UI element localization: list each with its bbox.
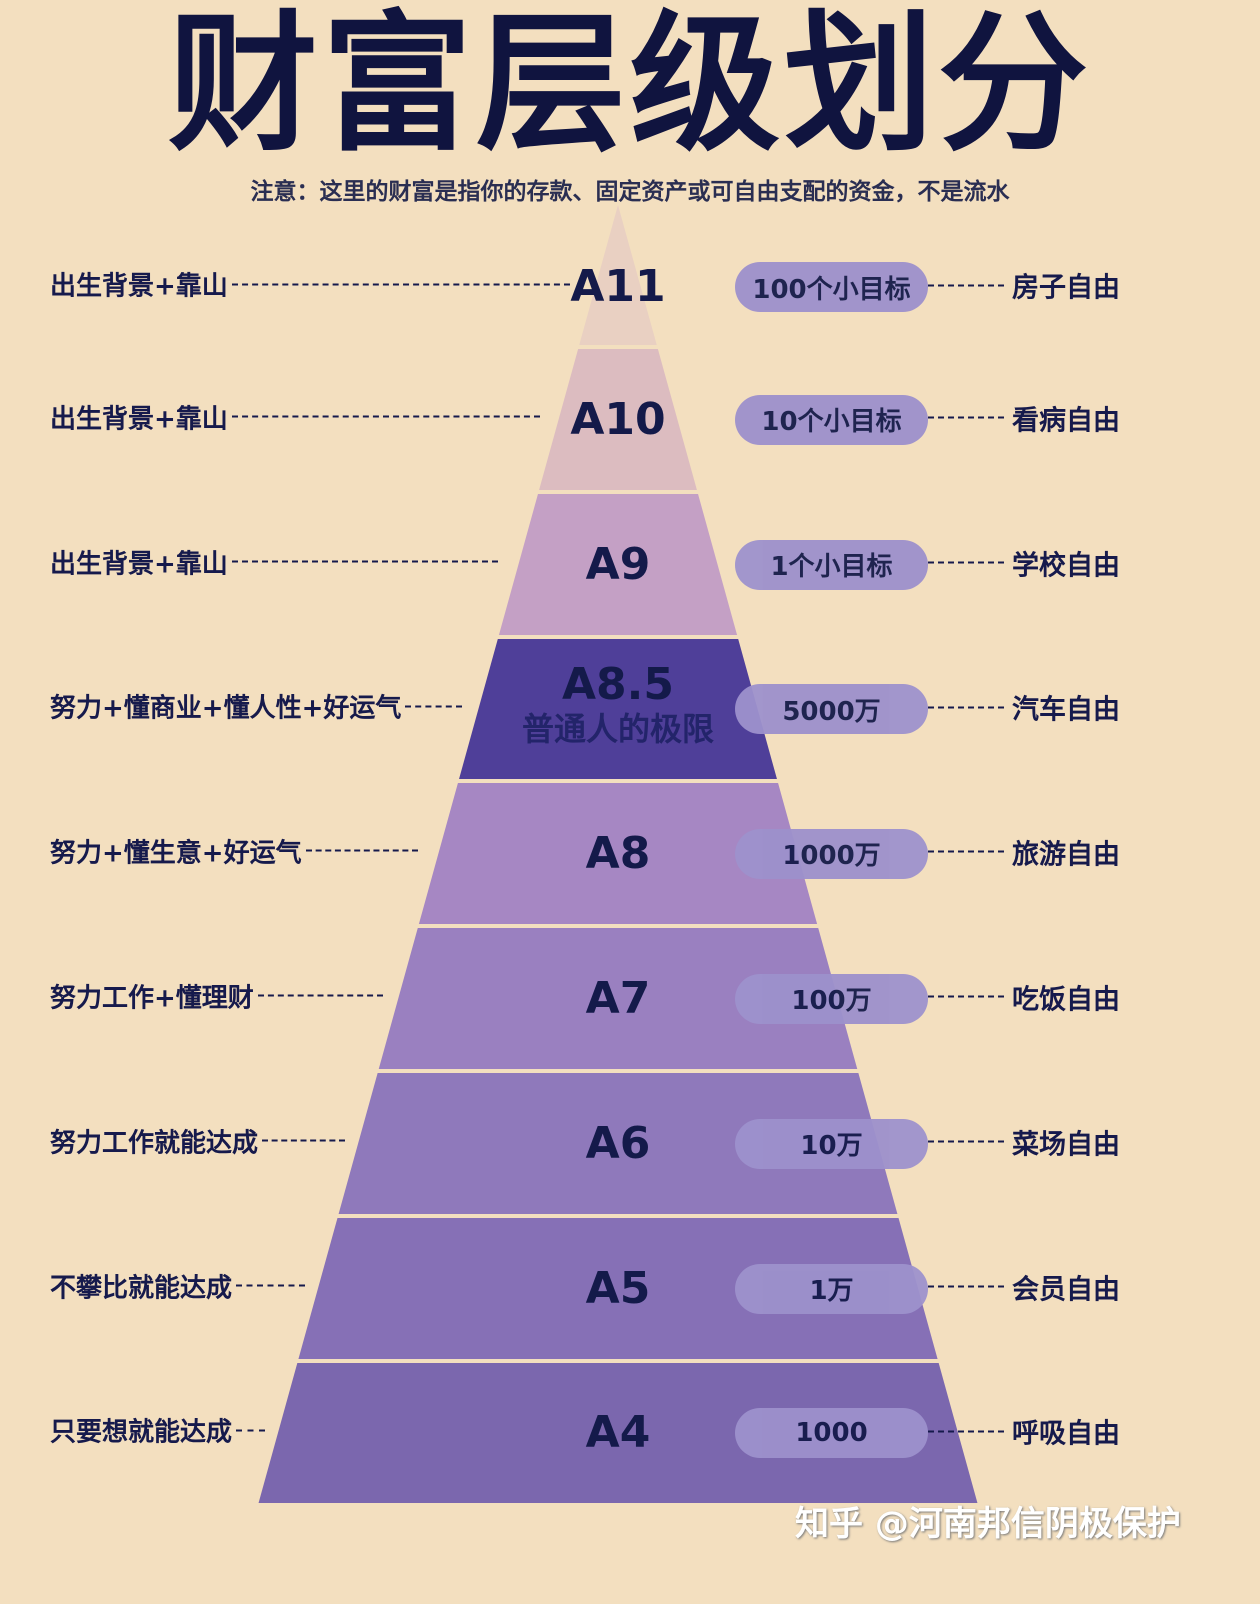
requirement-text: 努力工作+懂理财 <box>50 983 254 1013</box>
dashed-connector <box>928 850 1004 853</box>
freedom-text: 房子自由 <box>1012 272 1120 304</box>
dashed-connector <box>236 1284 305 1287</box>
pyramid-band-A4 <box>258 1363 978 1503</box>
amount-pill: 100个小目标 <box>735 262 928 312</box>
level-label: A6 <box>418 1117 818 1169</box>
requirement-label: 努力+懂商业+懂人性+好运气 <box>50 688 462 725</box>
freedom-text: 菜场自由 <box>1012 1129 1120 1160</box>
watermark: 知乎 @河南邦信阴极保护 <box>795 1504 1181 1544</box>
level-code: A10 <box>570 393 666 445</box>
dashed-connector <box>928 1285 1004 1288</box>
requirement-text: 只要想就能达成 <box>50 1417 233 1448</box>
page-title: 财富层级划分 <box>167 0 1092 172</box>
freedom-label: 旅游自由 <box>928 832 1120 871</box>
dashed-connector <box>928 995 1004 998</box>
dashed-connector <box>231 283 570 285</box>
pyramid-band-A9 <box>498 494 738 635</box>
freedom-text: 汽车自由 <box>1012 694 1120 726</box>
level-code: A9 <box>585 538 651 590</box>
level-code: A8 <box>585 827 651 879</box>
dashed-connector <box>405 705 462 707</box>
dashed-connector <box>257 994 383 997</box>
level-label: A10 <box>418 393 818 445</box>
dashed-connector <box>928 706 1004 708</box>
requirement-text: 努力+懂生意+好运气 <box>50 838 302 868</box>
requirement-text: 出生背景+靠山 <box>50 404 228 434</box>
level-label: A8.5 普通人的极限 <box>418 661 818 749</box>
freedom-text: 呼吸自由 <box>1012 1418 1120 1450</box>
amount-pill: 1000万 <box>735 828 928 879</box>
dashed-connector <box>262 1139 345 1142</box>
pyramid-band-A5 <box>298 1218 938 1359</box>
level-label: A5 <box>418 1262 818 1314</box>
freedom-label: 汽车自由 <box>928 688 1120 727</box>
amount-pill: 100万 <box>735 973 928 1024</box>
requirement-label: 出生背景+靠山 <box>50 266 570 303</box>
dashed-connector <box>928 1430 1004 1432</box>
amount-pill: 10个小目标 <box>735 394 928 445</box>
amount-pill: 5000万 <box>735 684 928 734</box>
freedom-label: 吃饭自由 <box>928 977 1120 1016</box>
pyramid-band-A7 <box>378 928 858 1069</box>
freedom-text: 会员自由 <box>1012 1274 1120 1305</box>
freedom-text: 学校自由 <box>1012 550 1120 581</box>
requirement-text: 努力+懂商业+懂人性+好运气 <box>50 693 402 724</box>
freedom-label: 房子自由 <box>928 266 1120 305</box>
requirement-label: 出生背景+靠山 <box>50 398 540 435</box>
requirement-text: 努力工作就能达成 <box>50 1128 259 1158</box>
requirement-label: 努力工作就能达成 <box>50 1122 345 1159</box>
pyramid-band-A10 <box>539 349 697 490</box>
level-code: A6 <box>585 1117 651 1169</box>
level-code: A8.5 <box>562 659 674 710</box>
level-subtitle: 普通人的极限 <box>521 710 714 748</box>
freedom-label: 呼吸自由 <box>928 1412 1120 1451</box>
freedom-text: 旅游自由 <box>1012 839 1120 870</box>
dashed-connector <box>928 416 1004 419</box>
level-label: A11 <box>418 263 818 311</box>
pyramid-band-A8-5 <box>459 639 777 779</box>
level-label: A8 <box>418 827 818 879</box>
freedom-label: 学校自由 <box>928 543 1120 582</box>
dashed-connector <box>231 560 498 563</box>
level-code: A7 <box>585 972 651 1024</box>
freedom-label: 菜场自由 <box>928 1122 1120 1161</box>
level-label: A9 <box>418 538 818 590</box>
dashed-connector <box>236 1429 265 1431</box>
amount-pill: 1000 <box>735 1408 928 1458</box>
requirement-label: 只要想就能达成 <box>50 1412 265 1449</box>
dashed-connector <box>928 1140 1004 1143</box>
level-code: A11 <box>570 261 666 312</box>
requirement-label: 出生背景+靠山 <box>50 543 498 580</box>
amount-pill: 1个小目标 <box>735 539 928 590</box>
requirement-text: 出生背景+靠山 <box>50 549 228 579</box>
pyramid-band-A6 <box>338 1073 898 1214</box>
freedom-label: 看病自由 <box>928 398 1120 437</box>
requirement-text: 不攀比就能达成 <box>50 1273 233 1303</box>
requirement-label: 努力工作+懂理财 <box>50 977 383 1014</box>
pyramid-band-A8 <box>418 783 818 924</box>
level-label: A7 <box>418 972 818 1024</box>
dashed-connector <box>305 849 418 852</box>
dashed-connector <box>231 415 540 418</box>
dashed-connector <box>928 284 1004 286</box>
amount-pill: 1万 <box>735 1263 928 1314</box>
dashed-connector <box>928 561 1004 564</box>
pyramid-band-A11 <box>579 205 657 345</box>
level-label: A4 <box>418 1409 818 1457</box>
requirement-text: 出生背景+靠山 <box>50 271 228 302</box>
requirement-label: 不攀比就能达成 <box>50 1267 305 1304</box>
amount-pill: 10万 <box>735 1118 928 1169</box>
freedom-text: 看病自由 <box>1012 405 1120 436</box>
freedom-text: 吃饭自由 <box>1012 984 1120 1015</box>
freedom-label: 会员自由 <box>928 1267 1120 1306</box>
level-code: A5 <box>585 1262 651 1314</box>
requirement-label: 努力+懂生意+好运气 <box>50 832 418 869</box>
level-code: A4 <box>585 1407 651 1458</box>
subtitle-note: 注意：这里的财富是指你的存款、固定资产或可自由支配的资金，不是流水 <box>250 179 1010 205</box>
